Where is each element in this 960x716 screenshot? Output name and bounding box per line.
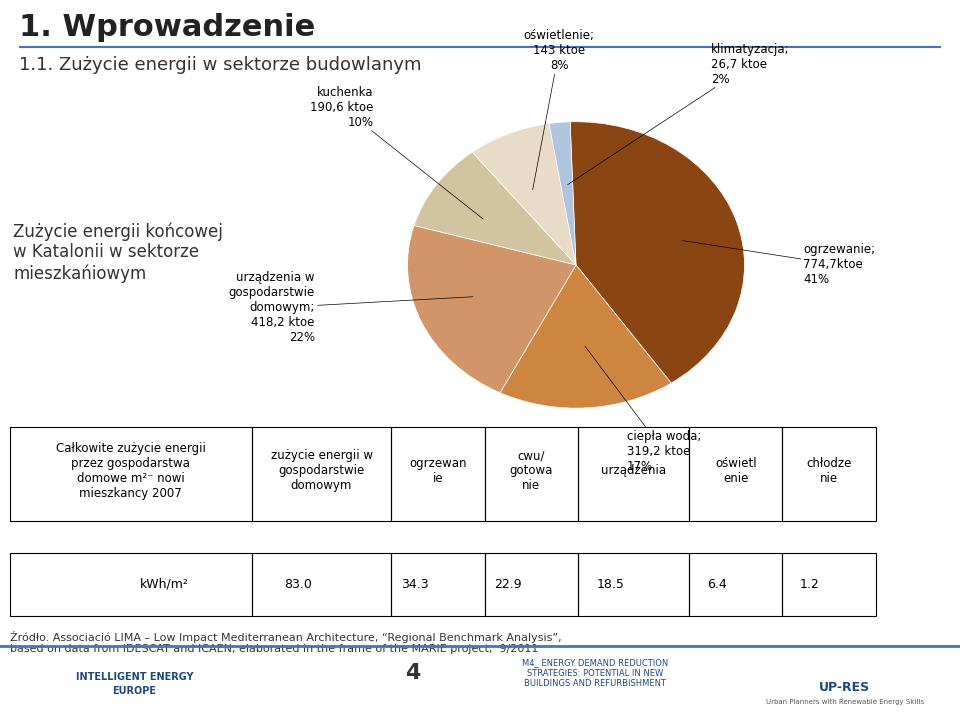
Text: EUROPE: EUROPE [112,686,156,696]
Bar [252,427,392,521]
Text: 18.5: 18.5 [596,578,624,591]
Text: urządzenia: urządzenia [601,465,666,478]
Wedge shape [408,226,576,393]
Bar [485,427,578,521]
Bar [10,553,252,616]
Text: ciepła woda;
319,2 ktoe
17%: ciepła woda; 319,2 ktoe 17% [585,346,701,473]
Bar [485,553,578,616]
Bar [392,427,485,521]
Text: Zużycie energii końcowej
w Katalonii w sektorze
mieszkańiowym: Zużycie energii końcowej w Katalonii w s… [13,222,224,283]
Bar [782,553,876,616]
Bar [578,427,689,521]
Text: klimatyzacja;
26,7 ktoe
2%: klimatyzacja; 26,7 ktoe 2% [567,43,789,185]
Text: Źródło. Associació LIMA – Low Impact Mediterranean Architecture, “Regional Bench: Źródło. Associació LIMA – Low Impact Med… [10,631,562,654]
Text: ogrzewanie;
774,7ktoe
41%: ogrzewanie; 774,7ktoe 41% [683,241,876,286]
Bar [578,553,689,616]
Wedge shape [414,152,576,265]
Text: 34.3: 34.3 [401,578,428,591]
Text: 83.0: 83.0 [284,578,312,591]
Text: 22.9: 22.9 [494,578,522,591]
Text: ogrzewan
ie: ogrzewan ie [409,457,467,485]
Text: Urban Planners with Renewable Energy Skills: Urban Planners with Renewable Energy Ski… [766,699,924,705]
Text: M4_ ENERGY DEMAND REDUCTION
STRATEGIES: POTENTIAL IN NEW
BUILDINGS AND REFURBISH: M4_ ENERGY DEMAND REDUCTION STRATEGIES: … [522,658,668,688]
Text: cwu/
gotowa
nie: cwu/ gotowa nie [510,450,553,493]
Wedge shape [500,265,671,408]
Text: oświetl
enie: oświetl enie [715,457,756,485]
Bar [10,427,252,521]
Text: 4: 4 [405,663,420,683]
Bar [252,553,392,616]
Wedge shape [472,124,576,265]
Wedge shape [570,122,744,383]
Text: chłodze
nie: chłodze nie [806,457,852,485]
Bar [689,553,782,616]
Text: zużycie energii w
gospodarstwie
domowym: zużycie energii w gospodarstwie domowym [271,450,372,493]
Text: INTELLIGENT ENERGY: INTELLIGENT ENERGY [76,672,193,682]
Text: 1.1. Zużycie energii w sektorze budowlanym: 1.1. Zużycie energii w sektorze budowlan… [19,56,421,74]
Text: Całkowite zużycie energii
przez gospodarstwa
domowe m²⁻ nowi
mieszkancy 2007: Całkowite zużycie energii przez gospodar… [56,442,205,500]
Text: UP-RES: UP-RES [819,681,871,694]
Text: 1.2: 1.2 [800,578,820,591]
Wedge shape [549,122,576,265]
Text: kWh/m²: kWh/m² [140,578,189,591]
Text: oświetlenie;
143 ktoe
8%: oświetlenie; 143 ktoe 8% [523,29,594,190]
Text: 6.4: 6.4 [707,578,727,591]
Text: 1. Wprowadzenie: 1. Wprowadzenie [19,13,316,42]
Bar [782,427,876,521]
Text: kuchenka
190,6 ktoe
10%: kuchenka 190,6 ktoe 10% [310,86,483,219]
Bar [689,427,782,521]
Text: urządzenia w
gospodarstwie
domowym;
418,2 ktoe
22%: urządzenia w gospodarstwie domowym; 418,… [228,271,473,344]
Bar [392,553,485,616]
